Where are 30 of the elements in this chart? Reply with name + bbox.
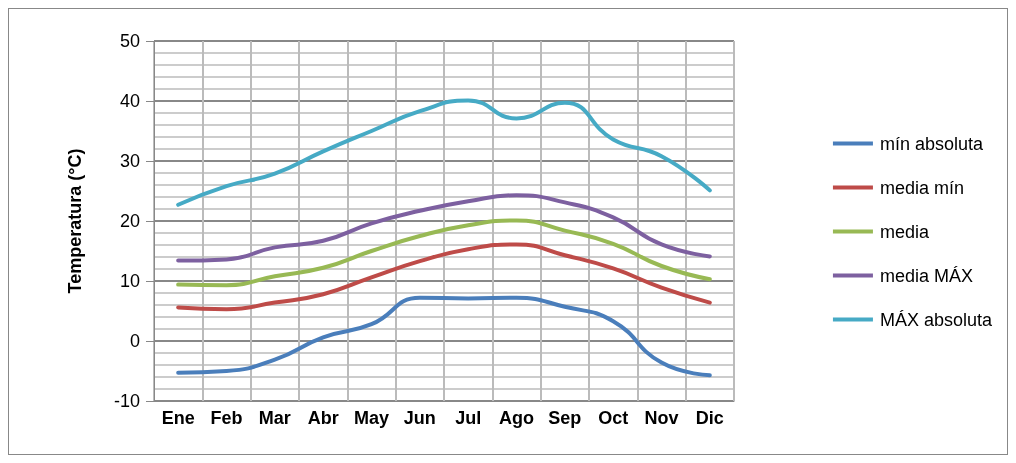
y-axis-title: Temperatura (°C) — [65, 148, 85, 294]
line-series — [176, 98, 712, 207]
line-series — [176, 295, 712, 378]
y-tick-label: 20 — [119, 211, 140, 231]
x-tick-label: Abr — [307, 408, 339, 428]
x-tick-label: May — [353, 408, 390, 428]
x-tick-label: Jul — [455, 408, 482, 428]
legend-label: MÁX absoluta — [879, 309, 993, 330]
line-series — [176, 218, 712, 288]
y-tick-label: -10 — [113, 391, 140, 411]
legend-label: media MÁX — [879, 265, 973, 286]
legend-label: mín absoluta — [879, 133, 984, 154]
x-tick-label: Ago — [499, 408, 534, 428]
y-tick-label: 30 — [119, 151, 140, 171]
line-series — [176, 242, 712, 312]
x-tick-label: Mar — [258, 408, 291, 428]
y-tick-label: 0 — [129, 331, 140, 351]
legend-label: media mín — [879, 177, 964, 198]
line-series — [176, 193, 712, 263]
x-tick-label: Ene — [161, 408, 195, 428]
y-tick-label: 40 — [119, 91, 140, 111]
x-tick-label: Nov — [644, 408, 679, 428]
y-tick-label: 10 — [119, 271, 140, 291]
y-tick-label: 50 — [119, 31, 140, 51]
x-tick-label: Jun — [403, 408, 436, 428]
x-tick-label: Feb — [210, 408, 243, 428]
x-tick-label: Oct — [598, 408, 629, 428]
x-tick-label: Sep — [548, 408, 582, 428]
legend-label: media — [879, 221, 930, 242]
x-tick-label: Dic — [695, 408, 724, 428]
